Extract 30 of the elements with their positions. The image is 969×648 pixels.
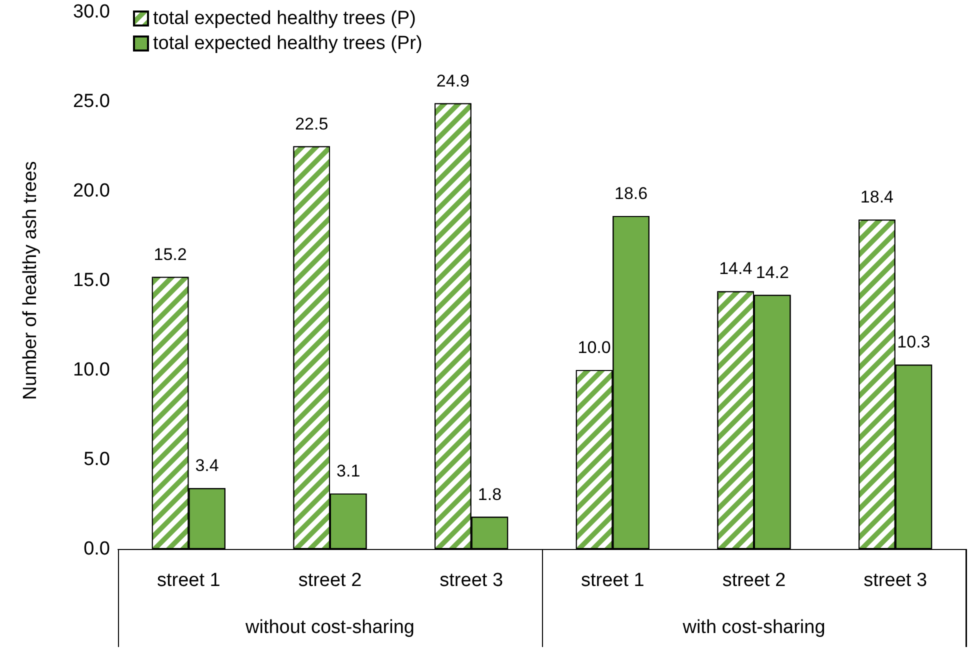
data-label: 22.5 [295,114,328,134]
data-label: 24.9 [436,71,470,90]
y-tick-label: 5.0 [84,449,110,470]
x-tick-label: street 3 [440,570,504,591]
text: with cost-sharing [682,617,826,638]
data-label: 10.0 [578,338,611,357]
y-tick-label: 30.0 [73,2,110,22]
text: without cost-sharing [244,617,414,638]
y-tick-label: 25.0 [73,91,110,112]
data-label: 18.4 [860,188,894,207]
y-tick-label: 20.0 [73,180,110,202]
x-tick-label: street 2 [298,570,362,591]
data-label: 15.2 [154,244,187,264]
data-label: 18.6 [614,184,648,204]
y-tick-label: 0.0 [84,538,110,560]
legend-label: total expected healthy trees (Pr) [153,33,422,54]
x-tick-label: street 3 [864,570,928,591]
x-tick-label: street 2 [722,570,786,591]
x-tick-label: street 1 [156,570,220,591]
y-axis-title: Number of healthy ash trees [20,161,41,400]
data-label: 3.4 [195,456,219,476]
data-label: 3.1 [336,462,360,481]
data-label: 10.3 [897,332,930,352]
data-label: 14.4 [719,259,752,278]
x-tick-label: street 1 [580,570,644,591]
data-label: 1.8 [478,484,502,504]
y-tick-label: 15.0 [73,270,110,291]
y-tick-label: 10.0 [73,360,110,380]
data-label: 14.2 [756,262,789,282]
legend-label: total expected healthy trees (P) [153,8,416,29]
